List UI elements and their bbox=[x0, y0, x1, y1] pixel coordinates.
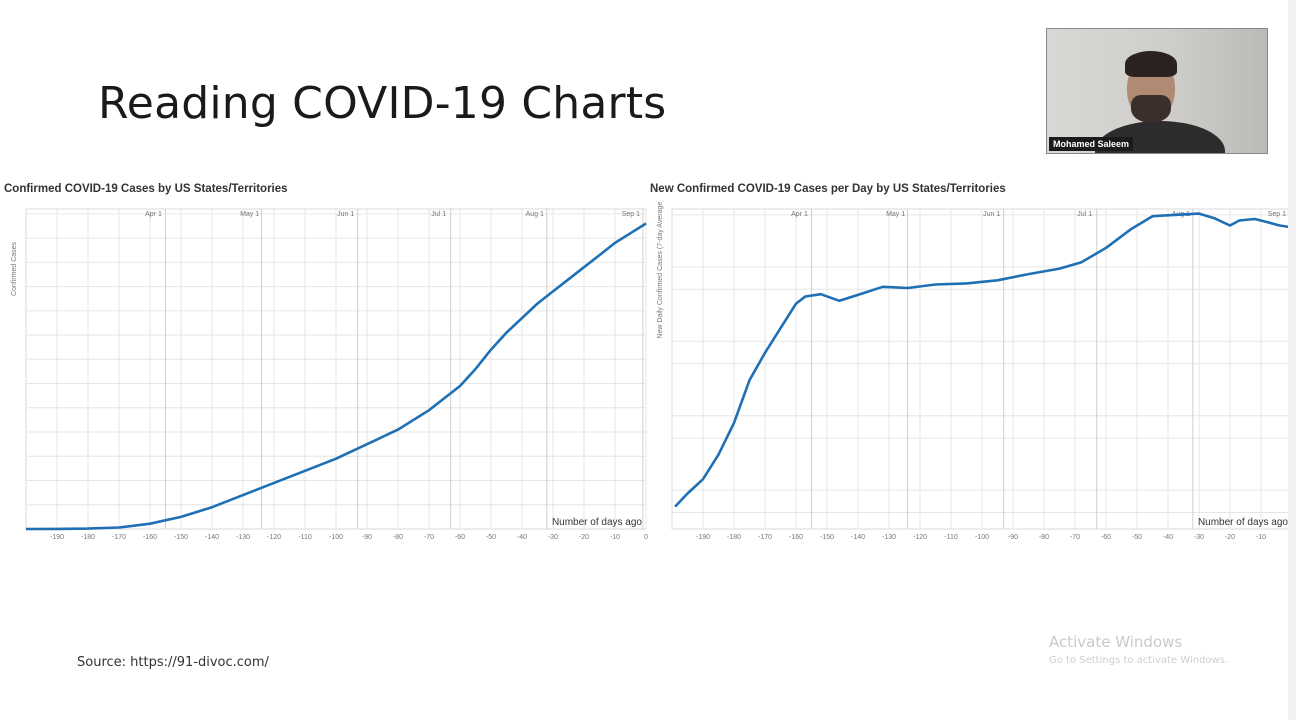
x-axis-label: Number of days ago bbox=[552, 517, 642, 528]
month-label: Apr 1 bbox=[145, 211, 162, 218]
x-tick-label: -100 bbox=[975, 534, 989, 541]
chart-title: New Confirmed COVID-19 Cases per Day by … bbox=[650, 183, 1006, 195]
month-label: Apr 1 bbox=[791, 211, 808, 218]
x-tick-label: -100 bbox=[329, 534, 343, 541]
x-tick-label: -40 bbox=[1163, 534, 1173, 541]
y-axis-label: New Daily Confirmed Cases (7-day Average… bbox=[657, 201, 664, 339]
series-line bbox=[25, 222, 647, 531]
x-tick-label: -130 bbox=[882, 534, 896, 541]
webcam-overlay: Mohamed Saleem bbox=[1046, 28, 1268, 154]
month-label: Sep 1 bbox=[1268, 211, 1286, 218]
activate-windows-title: Activate Windows bbox=[1049, 633, 1183, 651]
x-tick-label: -80 bbox=[393, 534, 403, 541]
month-label: Jun 1 bbox=[337, 211, 354, 218]
chart-title: Confirmed COVID-19 Cases by US States/Te… bbox=[4, 183, 288, 195]
x-tick-label: -140 bbox=[851, 534, 865, 541]
x-tick-label: -190 bbox=[696, 534, 710, 541]
month-label: May 1 bbox=[240, 211, 259, 218]
slide-title: Reading COVID-19 Charts bbox=[98, 78, 667, 129]
x-tick-label: -20 bbox=[579, 534, 589, 541]
x-axis-label: Number of days ago bbox=[1198, 517, 1288, 528]
source-note: Source: https://91-divoc.com/ bbox=[77, 655, 269, 670]
x-tick-label: -60 bbox=[455, 534, 465, 541]
x-tick-label: -170 bbox=[112, 534, 126, 541]
x-tick-label: -110 bbox=[944, 534, 958, 541]
x-tick-label: -30 bbox=[548, 534, 558, 541]
month-label: Aug 1 bbox=[526, 211, 544, 218]
x-tick-label: -50 bbox=[1132, 534, 1142, 541]
presenter-beard bbox=[1131, 95, 1171, 123]
x-tick-label: 0 bbox=[644, 534, 648, 541]
x-tick-label: -160 bbox=[789, 534, 803, 541]
x-tick-label: -180 bbox=[81, 534, 95, 541]
x-tick-label: -60 bbox=[1101, 534, 1111, 541]
month-label: Jun 1 bbox=[983, 211, 1000, 218]
x-tick-label: -90 bbox=[1008, 534, 1018, 541]
x-tick-label: -30 bbox=[1194, 534, 1204, 541]
x-tick-label: -140 bbox=[205, 534, 219, 541]
month-label: Sep 1 bbox=[622, 211, 640, 218]
x-tick-label: -150 bbox=[174, 534, 188, 541]
month-label: Jul 1 bbox=[431, 211, 446, 218]
month-label: Jul 1 bbox=[1077, 211, 1092, 218]
y-axis-label: Confirmed Cases bbox=[11, 241, 18, 296]
x-tick-label: -90 bbox=[362, 534, 372, 541]
x-tick-label: -120 bbox=[267, 534, 281, 541]
presenter-name-tag: Mohamed Saleem bbox=[1049, 137, 1134, 151]
window-edge bbox=[1288, 0, 1296, 720]
x-tick-label: -50 bbox=[486, 534, 496, 541]
cumulative-cases-plot: -190 -180 -170 -160 -150 -140 -130 -120 -110 -100… bbox=[11, 208, 648, 541]
activate-windows-subtitle: Go to Settings to activate Windows. bbox=[1049, 655, 1229, 666]
x-tick-label: -120 bbox=[913, 534, 927, 541]
month-label: May 1 bbox=[886, 211, 905, 218]
x-tick-label: -10 bbox=[1256, 534, 1266, 541]
x-tick-label: -40 bbox=[517, 534, 527, 541]
x-tick-label: -70 bbox=[1070, 534, 1080, 541]
x-tick-label: -160 bbox=[143, 534, 157, 541]
x-tick-label: -20 bbox=[1225, 534, 1235, 541]
x-tick-label: -150 bbox=[820, 534, 834, 541]
series-line bbox=[674, 212, 1293, 508]
x-tick-label: -110 bbox=[298, 534, 312, 541]
x-tick-label: -70 bbox=[424, 534, 434, 541]
cumulative-cases-chart: Confirmed COVID-19 Cases by US States/Te… bbox=[4, 183, 650, 553]
x-tick-label: -10 bbox=[610, 534, 620, 541]
x-tick-label: -130 bbox=[236, 534, 250, 541]
presenter-hair bbox=[1125, 51, 1177, 77]
x-tick-label: -190 bbox=[50, 534, 64, 541]
x-tick-label: -170 bbox=[758, 534, 772, 541]
daily-cases-plot: -190 -180 -170 -160 -150 -140 -130 -120 -110 -100… bbox=[657, 201, 1294, 541]
daily-cases-chart: New Confirmed COVID-19 Cases per Day by … bbox=[650, 183, 1296, 553]
x-tick-label: -180 bbox=[727, 534, 741, 541]
x-tick-label: -80 bbox=[1039, 534, 1049, 541]
